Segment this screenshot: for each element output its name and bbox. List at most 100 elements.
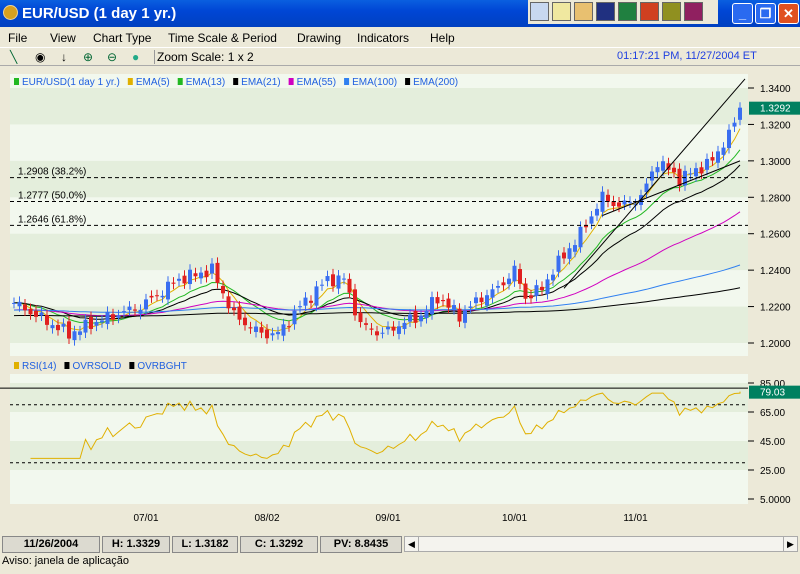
price-tick-label: 1.2200 — [760, 303, 791, 314]
candle-body — [518, 269, 522, 284]
menu-file[interactable]: File — [8, 31, 28, 45]
legend-swatch — [177, 78, 183, 85]
candle-body — [441, 300, 445, 302]
zoom-in-icon[interactable]: ⊕ — [83, 50, 94, 64]
price-tick-label: 1.3200 — [760, 120, 791, 131]
excel-icon[interactable] — [618, 2, 637, 21]
word-icon[interactable] — [596, 2, 615, 21]
candle-body — [732, 122, 737, 127]
menu-chart-type[interactable]: Chart Type — [93, 31, 152, 45]
candle-body — [166, 281, 170, 300]
candle-body — [138, 309, 143, 314]
candle-body — [83, 319, 88, 333]
candle-body — [628, 201, 632, 203]
grid-band — [10, 441, 748, 470]
candle-body — [424, 310, 429, 319]
candle-body — [265, 329, 269, 339]
candle-body — [232, 307, 236, 311]
candle-body — [116, 315, 121, 318]
dot-icon[interactable]: ● — [132, 50, 140, 64]
price-chart[interactable]: 1.2908 (38.2%) 1.2777 (50.0%) 1.2646 (61.8… — [0, 66, 800, 534]
candle-body — [204, 270, 209, 278]
candle-body — [61, 323, 66, 327]
candle-body — [534, 285, 539, 296]
date-label-09/01: 09/01 — [375, 513, 400, 524]
price-tick-label: 1.2800 — [760, 193, 791, 204]
legend-item-6: EMA(200) — [413, 77, 458, 88]
candle-body — [655, 167, 660, 173]
candle-body — [507, 278, 511, 285]
candle-body — [474, 297, 478, 304]
rsi-last-badge — [749, 385, 800, 399]
candle-body — [677, 168, 682, 187]
candle-body — [45, 315, 49, 325]
candle-body — [622, 200, 627, 205]
candle-body — [666, 163, 671, 170]
candle-body — [364, 323, 368, 325]
candle-body — [12, 302, 16, 304]
app-icon[interactable] — [530, 2, 549, 21]
candle-body — [485, 295, 489, 306]
minimize-button[interactable]: _ — [732, 3, 753, 24]
candle-body — [182, 275, 187, 284]
chart-area[interactable]: 1.2908 (38.2%) 1.2777 (50.0%) 1.2646 (61.8… — [0, 66, 800, 534]
scroll-left-icon[interactable]: ◀ — [405, 537, 419, 551]
draw-line-icon[interactable]: ╲ — [10, 50, 18, 64]
key-icon[interactable] — [684, 2, 703, 21]
candle-body — [644, 183, 649, 193]
candle-body — [402, 322, 407, 329]
candle-body — [721, 147, 726, 155]
candle-body — [650, 171, 654, 181]
candle-body — [430, 297, 434, 315]
candle-body — [683, 170, 687, 186]
date-label-08/02: 08/02 — [254, 513, 279, 524]
candle-body — [221, 285, 225, 294]
candle-body — [540, 286, 544, 291]
candle-body — [23, 304, 27, 311]
candle-body — [567, 248, 572, 259]
maximize-button[interactable]: ❐ — [755, 3, 776, 24]
candle-body — [127, 306, 132, 311]
clock-icon[interactable] — [662, 2, 681, 21]
candle-body — [573, 245, 577, 252]
legend-item-5: EMA(100) — [352, 77, 397, 88]
candle-body — [556, 255, 561, 272]
candle-body — [419, 315, 423, 322]
powerpoint-icon[interactable] — [640, 2, 659, 21]
target-icon[interactable]: ◉ — [35, 50, 46, 64]
horizontal-scrollbar[interactable]: ◀ ▶ — [404, 536, 798, 552]
candle-body — [56, 324, 60, 331]
toolbar: ╲ ◉ ↓ ⊕ ⊖ ● Zoom Scale: 1 x 2 01:17:21 P… — [0, 47, 800, 66]
candle-body — [600, 191, 605, 212]
candle-body — [237, 306, 242, 320]
zoom-out-icon[interactable]: ⊖ — [107, 50, 118, 64]
grid-band — [10, 160, 748, 198]
candle-body — [144, 299, 148, 310]
candle-body — [705, 158, 709, 170]
candle-body — [688, 173, 693, 175]
taskbar-quick-icons — [528, 0, 718, 24]
menu-drawing[interactable]: Drawing — [297, 31, 342, 45]
candle-body — [248, 327, 253, 329]
close-button[interactable]: ✕ — [778, 3, 799, 24]
candle-body — [100, 320, 104, 323]
trendline — [563, 78, 746, 289]
rsi-tick-label: 85.00 — [760, 379, 785, 390]
candle-body — [589, 216, 594, 224]
menu-view[interactable]: View — [50, 31, 76, 45]
candle-body — [617, 202, 621, 207]
candle-body — [408, 314, 412, 322]
folder-icon[interactable] — [574, 2, 593, 21]
candle-body — [314, 286, 319, 306]
menu-help[interactable]: Help — [430, 31, 455, 45]
menu-time-scale[interactable]: Time Scale & Period — [168, 31, 277, 45]
candle-body — [595, 208, 599, 216]
arrow-down-icon[interactable]: ↓ — [61, 50, 67, 64]
app-icon[interactable] — [552, 2, 571, 21]
candle-body — [716, 151, 720, 163]
candle-body — [584, 224, 588, 228]
scroll-right-icon[interactable]: ▶ — [783, 537, 797, 551]
date-label-11/01: 11/01 — [623, 513, 648, 524]
candle-body — [149, 295, 154, 298]
menu-indicators[interactable]: Indicators — [357, 31, 410, 45]
